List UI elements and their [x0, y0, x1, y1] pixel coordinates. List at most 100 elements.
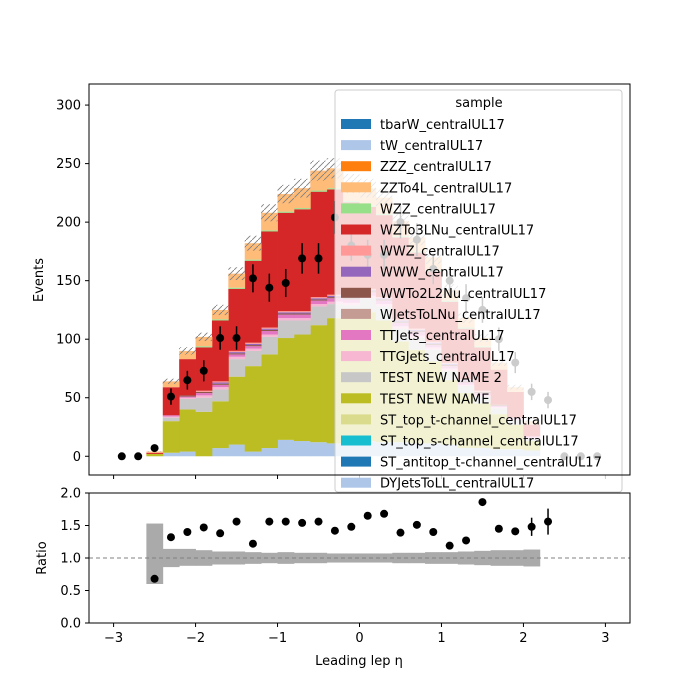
ratio-point — [166, 533, 175, 542]
y-axis-ticks: 0 50 100 150 200 250 300 — [56, 99, 89, 465]
ratio-x-tick-label: 3 — [601, 631, 609, 646]
ratio-band-bin — [162, 548, 180, 568]
y-tick-label: 100 — [56, 333, 81, 348]
stack-bar-WWZ_centralUL17 — [244, 342, 262, 344]
ratio-y-tick-label: 1.5 — [60, 519, 81, 534]
stack-bar-TEST NEW NAME 2 — [195, 397, 213, 412]
ratio-point — [298, 518, 307, 527]
legend-swatch-ST_top_s-channel_centralUL17 — [341, 435, 371, 446]
stack-bar-TTJets_centralUL17 — [277, 314, 295, 319]
stack-bar-TTJets_centralUL17 — [162, 415, 180, 417]
stack-bar-TEST NEW NAME — [195, 411, 213, 457]
stack-bar-DYJetsToLL_centralUL17 — [293, 441, 311, 457]
ratio-point — [478, 498, 487, 507]
y-tick-label: 50 — [64, 391, 81, 406]
stack-bar-WWZ_centralUL17 — [310, 297, 328, 299]
ratio-point — [462, 536, 471, 545]
stack-bar-WZZ_centralUL17 — [195, 346, 213, 348]
ratio-point — [445, 541, 454, 550]
main-panel: 0 50 100 150 200 250 300 Events sample tbarW_c… — [32, 83, 631, 493]
stack-bar-WWTo2L2Nu_centralUL17 — [293, 313, 311, 315]
stack-bar-WWW_centralUL17 — [293, 312, 311, 314]
stack-bar-WWTo2L2Nu_centralUL17 — [310, 299, 328, 301]
ratio-point — [494, 524, 503, 533]
stack-bar-WWTo2L2Nu_centralUL17 — [211, 383, 229, 385]
legend-swatch-tW_centralUL17 — [341, 140, 371, 151]
stack-bar-WZZ_centralUL17 — [277, 211, 295, 213]
stack-bar-DYJetsToLL_centralUL17 — [277, 439, 295, 457]
stack-bar-TEST NEW NAME — [146, 453, 164, 457]
y-tick-label: 200 — [56, 216, 81, 231]
stack-bar-WWTo2L2Nu_centralUL17 — [244, 345, 262, 347]
ratio-y-tick-label: 2.0 — [60, 487, 81, 502]
legend-swatch-ST_top_t-channel_centralUL17 — [341, 414, 371, 425]
stack-bar-TTGJets_centralUL17 — [293, 318, 311, 321]
data-point — [150, 444, 159, 453]
legend-swatch-WWTo2L2Nu_centralUL17 — [341, 287, 371, 298]
stack-bar-TEST NEW NAME 2 — [261, 336, 278, 355]
stack-bar-WWZ_centralUL17 — [261, 327, 278, 329]
data-point — [199, 366, 208, 375]
data-point — [117, 452, 126, 461]
stack-bar-ZZTo4L_centralUL17 — [179, 350, 196, 360]
stack-bar-WWTo2L2Nu_centralUL17 — [277, 313, 295, 315]
legend-swatch-tbarW_centralUL17 — [341, 119, 371, 129]
stack-bar-WZZ_centralUL17 — [293, 208, 311, 210]
ratio-band-bin — [211, 551, 229, 565]
hatch-bin — [293, 178, 311, 198]
stack-bar-WWW_centralUL17 — [211, 382, 229, 384]
stack-bar-TTGJets_centralUL17 — [179, 397, 196, 399]
hatch-bin — [162, 378, 180, 384]
legend-swatch-TEST NEW NAME 2 — [341, 372, 371, 383]
stack-bar-DYJetsToLL_centralUL17 — [211, 448, 229, 457]
legend-swatch-ZZZ_centralUL17 — [341, 161, 371, 172]
ratio-point — [380, 509, 389, 518]
ratio-plot-frame — [88, 492, 631, 624]
ratio-y-axis-ticks: 0.0 0.5 1.0 1.5 2.0 — [60, 487, 89, 632]
hatch-bin — [179, 347, 196, 355]
legend-swatch-TTGJets_centralUL17 — [341, 351, 371, 362]
stack-bar-WWW_centralUL17 — [261, 328, 278, 330]
stack-bar-TEST NEW NAME — [179, 409, 196, 452]
ratio-point — [216, 529, 225, 538]
stack-bar-WWTo2L2Nu_centralUL17 — [195, 391, 213, 394]
stack-bar-TTGJets_centralUL17 — [162, 416, 180, 418]
legend-label: WWW_centralUL17 — [380, 266, 504, 281]
legend: sample tbarW_centralUL17 tW_centralUL17 ZZ… — [334, 89, 623, 493]
legend-swatch-ZZTo4L_centralUL17 — [341, 182, 371, 193]
ratio-x-tick-label: −2 — [186, 631, 205, 646]
stack-bar-WZZ_centralUL17 — [211, 319, 229, 321]
ratio-point — [150, 574, 159, 583]
legend-swatch-WZZ_centralUL17 — [341, 203, 371, 214]
data-point — [248, 274, 257, 283]
stack-bar-WZTo3LNu_centralUL17 — [228, 288, 246, 351]
stack-bar-WWW_centralUL17 — [228, 352, 246, 354]
stack-bar-TEST NEW NAME — [277, 338, 295, 440]
legend-label: tbarW_centralUL17 — [380, 118, 505, 133]
ratio-y-tick-label: 1.0 — [60, 552, 81, 567]
stack-bar-TTJets_centralUL17 — [310, 300, 328, 305]
legend-label: tW_centralUL17 — [380, 139, 483, 154]
ratio-panel: 0.0 0.5 1.0 1.5 2.0 −3 −2 −1 0 1 2 3 Ratio Leading… — [35, 487, 631, 669]
stack-bar-WZTo3LNu_centralUL17 — [146, 452, 164, 454]
data-point — [166, 392, 175, 401]
legend-label: WZZ_centralUL17 — [380, 202, 496, 217]
ratio-x-axis-ticks: −3 −2 −1 0 1 2 3 — [104, 623, 610, 646]
stack-bar-WZZ_centralUL17 — [310, 190, 328, 192]
ratio-point — [347, 522, 356, 531]
legend-title: sample — [455, 96, 502, 111]
stack-bar-WWTo2L2Nu_centralUL17 — [261, 329, 278, 332]
ratio-point — [544, 517, 553, 526]
ratio-point — [183, 528, 192, 536]
legend-label: ZZTo4L_centralUL17 — [380, 181, 512, 196]
ratio-point — [429, 528, 438, 536]
y-axis-label: Events — [32, 258, 47, 302]
stack-bar-WWTo2L2Nu_centralUL17 — [179, 395, 196, 397]
legend-label: TEST NEW NAME — [379, 392, 489, 407]
legend-swatch-WWZ_centralUL17 — [341, 245, 371, 256]
y-tick-label: 250 — [56, 157, 81, 172]
ratio-x-tick-label: 2 — [519, 631, 527, 646]
stack-bar-TEST NEW NAME 2 — [228, 359, 246, 377]
stack-bar-WWTo2L2Nu_centralUL17 — [228, 353, 246, 355]
legend-swatch-TTJets_centralUL17 — [341, 330, 371, 340]
